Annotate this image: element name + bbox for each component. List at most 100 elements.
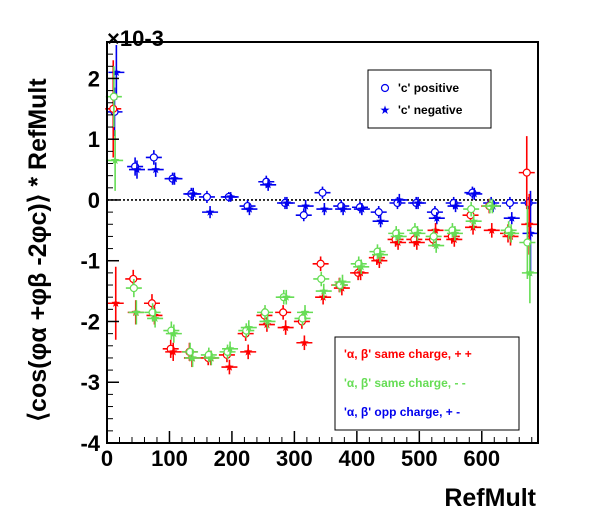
data-point-star (111, 298, 120, 307)
data-point-open-circle (202, 192, 212, 202)
data-point-open-circle (260, 308, 270, 317)
data-point-star (281, 323, 290, 332)
data-point-star (356, 262, 366, 271)
data-point-star (375, 250, 385, 259)
data-point-star (132, 165, 142, 174)
y-tick-label: -2 (80, 309, 100, 334)
data-point-star (320, 204, 329, 213)
data-point-star (226, 192, 235, 201)
data-point-open-circle (505, 198, 514, 208)
axis-layer: 0 100 200 300 400 500 600 -4 -3 -2 -1 0 1 2 (80, 41, 533, 471)
data-point-star (506, 228, 516, 237)
data-point-star (300, 307, 310, 316)
y-tick-label: -1 (80, 249, 100, 274)
y-scale-label: ×10-3 (107, 26, 164, 51)
x-tick-label: 500 (401, 446, 438, 471)
legend-entry-same-plus: 'α, β' same charge, + + (344, 347, 472, 361)
data-point-star (413, 198, 423, 207)
data-point-star (263, 180, 273, 189)
data-point-open-circle (522, 168, 531, 177)
data-point-star (150, 313, 160, 323)
data-point-star (170, 174, 179, 183)
data-point-star (487, 225, 497, 234)
data-point-star (112, 67, 121, 76)
data-point-star (470, 189, 479, 198)
data-point-star (526, 228, 535, 237)
data-point-star (431, 225, 440, 234)
data-point-star (225, 362, 234, 371)
data-point-star (413, 228, 422, 237)
series-1 (108, 45, 539, 276)
legend-top-box (367, 69, 492, 129)
x-tick-label: 600 (463, 446, 500, 471)
series-5 (107, 130, 538, 368)
data-point-star (243, 347, 253, 356)
data-point-star (188, 189, 198, 198)
data-point-open-circle (279, 308, 288, 317)
data-point-star (301, 201, 310, 210)
data-point-open-circle (316, 259, 325, 268)
data-point-star (376, 216, 385, 225)
data-point-open-circle (429, 232, 438, 241)
data-point-star (525, 219, 534, 228)
legend-entry-c-positive: 'c' positive (398, 81, 459, 95)
data-point-star (225, 344, 235, 353)
data-point-open-circle (149, 153, 158, 162)
y-axis-title: ⟨cos(φα +φβ -2φc)⟩ * RefMult (24, 78, 52, 422)
data-point-star (110, 156, 120, 165)
data-point-star (205, 207, 215, 216)
data-point-star (207, 353, 216, 362)
data-point-star (188, 353, 197, 362)
data-point-star (394, 231, 403, 241)
legend-top: 'c' positive ★ 'c' negative (367, 69, 492, 129)
data-point-star (412, 238, 422, 247)
data-point-star (488, 201, 497, 210)
plot-frame (106, 41, 539, 444)
data-point-open-circle (299, 211, 308, 220)
legend-entry-same-minus: 'α, β' same charge, - - (344, 376, 466, 390)
data-point-star (469, 216, 478, 225)
y-tick-label: 0 (88, 188, 100, 213)
data-point-star (132, 307, 141, 316)
data-point-star (432, 213, 442, 222)
x-tick-label: 200 (214, 446, 251, 471)
legend-entry-opp: 'α, β' opp charge, + - (344, 405, 460, 419)
data-point-star (169, 329, 179, 338)
data-point-star (244, 323, 254, 332)
y-tick-label: -4 (80, 431, 100, 456)
data-point-open-circle (129, 283, 138, 293)
data-point-star (245, 204, 254, 213)
data-point-star (151, 165, 160, 174)
data-layer (105, 45, 539, 375)
legend-bottom: 'α, β' same charge, + + 'α, β' same char… (334, 336, 520, 431)
data-point-star (282, 198, 292, 207)
data-point-star (507, 213, 516, 222)
y-tick-label: 2 (88, 66, 100, 91)
x-axis-title: RefMult (444, 484, 536, 512)
data-point-star (451, 201, 460, 210)
data-point-star (300, 338, 309, 347)
data-point-star (338, 204, 348, 213)
y-tick-label: -3 (80, 370, 100, 395)
data-point-star (338, 277, 347, 286)
data-point-open-circle (109, 92, 118, 101)
y-tick-label: 1 (88, 127, 100, 152)
data-point-star (282, 292, 291, 301)
data-point-star (263, 317, 272, 326)
legend-marker-star: ★ (380, 103, 391, 117)
legend-entry-c-negative: 'c' negative (398, 103, 463, 117)
data-point-open-circle (467, 204, 476, 214)
data-point-star (431, 241, 441, 250)
data-point-star (357, 204, 367, 213)
data-point-star (168, 347, 178, 356)
data-point-star (395, 195, 404, 204)
legend-bottom-box (334, 336, 520, 431)
data-point-star (450, 228, 460, 237)
x-tick-label: 400 (338, 446, 375, 471)
x-tick-label: 100 (151, 446, 188, 471)
data-point-open-circle (374, 208, 383, 217)
data-point-star (525, 268, 535, 277)
x-tick-label: 300 (276, 446, 313, 471)
data-point-open-circle (318, 188, 327, 197)
